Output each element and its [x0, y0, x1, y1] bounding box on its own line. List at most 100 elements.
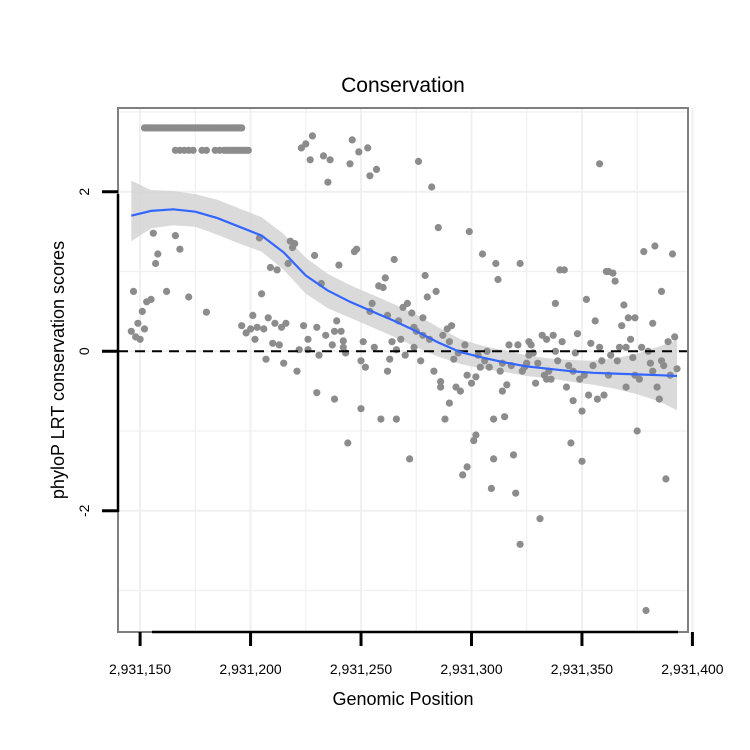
data-point	[337, 327, 345, 335]
x-tick-label: 2,931,200	[219, 661, 281, 677]
data-point	[379, 283, 387, 292]
data-point	[319, 152, 328, 160]
data-point	[306, 156, 314, 164]
data-point	[370, 343, 378, 351]
data-point	[558, 338, 566, 346]
data-point	[463, 463, 471, 471]
data-point	[534, 359, 542, 367]
data-point	[136, 335, 144, 343]
data-point	[202, 308, 210, 316]
data-point	[459, 471, 467, 479]
chart-title: Conservation	[341, 74, 465, 97]
confidence-ribbon	[131, 180, 678, 411]
data-point	[437, 383, 445, 391]
data-point	[428, 183, 436, 191]
data-point	[664, 338, 672, 346]
data-point	[551, 299, 560, 307]
data-point	[580, 371, 588, 379]
y-axis: 2 0 -2	[76, 188, 120, 517]
data-point	[266, 263, 274, 272]
data-point	[154, 250, 162, 258]
data-point	[456, 387, 464, 395]
data-point	[593, 395, 602, 403]
data-point	[633, 427, 641, 435]
data-point	[251, 335, 259, 343]
data-point	[448, 322, 456, 330]
data-point	[496, 367, 504, 375]
data-point	[403, 299, 411, 307]
data-point	[273, 266, 281, 274]
x-tick-label: 2,931,300	[440, 661, 502, 677]
data-point	[311, 251, 319, 260]
data-point	[551, 347, 560, 355]
data-point	[476, 363, 484, 371]
data-point	[487, 484, 495, 492]
data-point	[326, 156, 334, 164]
data-point	[238, 124, 246, 132]
data-point	[640, 248, 648, 256]
data-point	[516, 540, 524, 548]
data-point	[152, 259, 160, 268]
data-point	[598, 357, 606, 365]
data-point	[333, 317, 341, 325]
data-point	[134, 319, 142, 327]
data-point	[185, 293, 193, 301]
data-point	[660, 362, 668, 370]
y-axis-title: phyloP LRT conservation scores	[48, 241, 68, 499]
data-point	[613, 357, 621, 365]
data-point	[149, 229, 157, 237]
data-point	[138, 307, 146, 315]
data-point	[604, 267, 613, 276]
data-point	[410, 343, 418, 351]
data-point	[505, 341, 513, 349]
data-point	[470, 437, 478, 445]
data-point	[472, 373, 480, 381]
data-point	[372, 165, 381, 173]
data-point	[346, 160, 354, 168]
data-point	[397, 335, 405, 343]
data-point	[478, 250, 487, 258]
x-tick-label: 2,931,250	[330, 661, 392, 677]
data-point	[361, 363, 369, 371]
data-point	[328, 341, 336, 349]
data-point	[419, 314, 427, 322]
data-point	[423, 293, 431, 301]
data-point	[353, 245, 361, 253]
data-point	[313, 389, 321, 397]
data-point	[591, 317, 599, 325]
data-point	[439, 331, 447, 339]
data-point	[406, 455, 414, 463]
data-point	[383, 367, 392, 375]
data-point	[238, 322, 246, 330]
data-point	[445, 338, 453, 346]
data-point	[280, 359, 288, 367]
data-point	[140, 325, 149, 333]
data-point	[127, 327, 135, 335]
data-point	[483, 347, 491, 355]
data-point	[253, 323, 261, 331]
data-point	[339, 343, 347, 351]
data-point	[202, 146, 210, 154]
data-point	[624, 314, 632, 322]
data-point	[264, 314, 272, 322]
data-point	[642, 606, 650, 615]
data-point	[662, 475, 670, 483]
data-point	[527, 341, 535, 349]
data-point	[291, 240, 299, 248]
data-point	[549, 331, 557, 339]
data-point	[543, 335, 551, 343]
data-point	[543, 375, 551, 383]
data-point	[258, 290, 266, 298]
data-point	[629, 354, 637, 362]
data-point	[293, 367, 301, 375]
data-point	[421, 271, 429, 280]
data-point	[445, 399, 453, 407]
data-point	[671, 333, 679, 341]
data-point	[573, 330, 582, 338]
data-point	[348, 136, 356, 144]
data-point	[147, 295, 155, 303]
data-point	[490, 415, 498, 423]
data-point	[615, 343, 624, 351]
data-point	[364, 144, 372, 152]
data-point	[368, 299, 376, 307]
